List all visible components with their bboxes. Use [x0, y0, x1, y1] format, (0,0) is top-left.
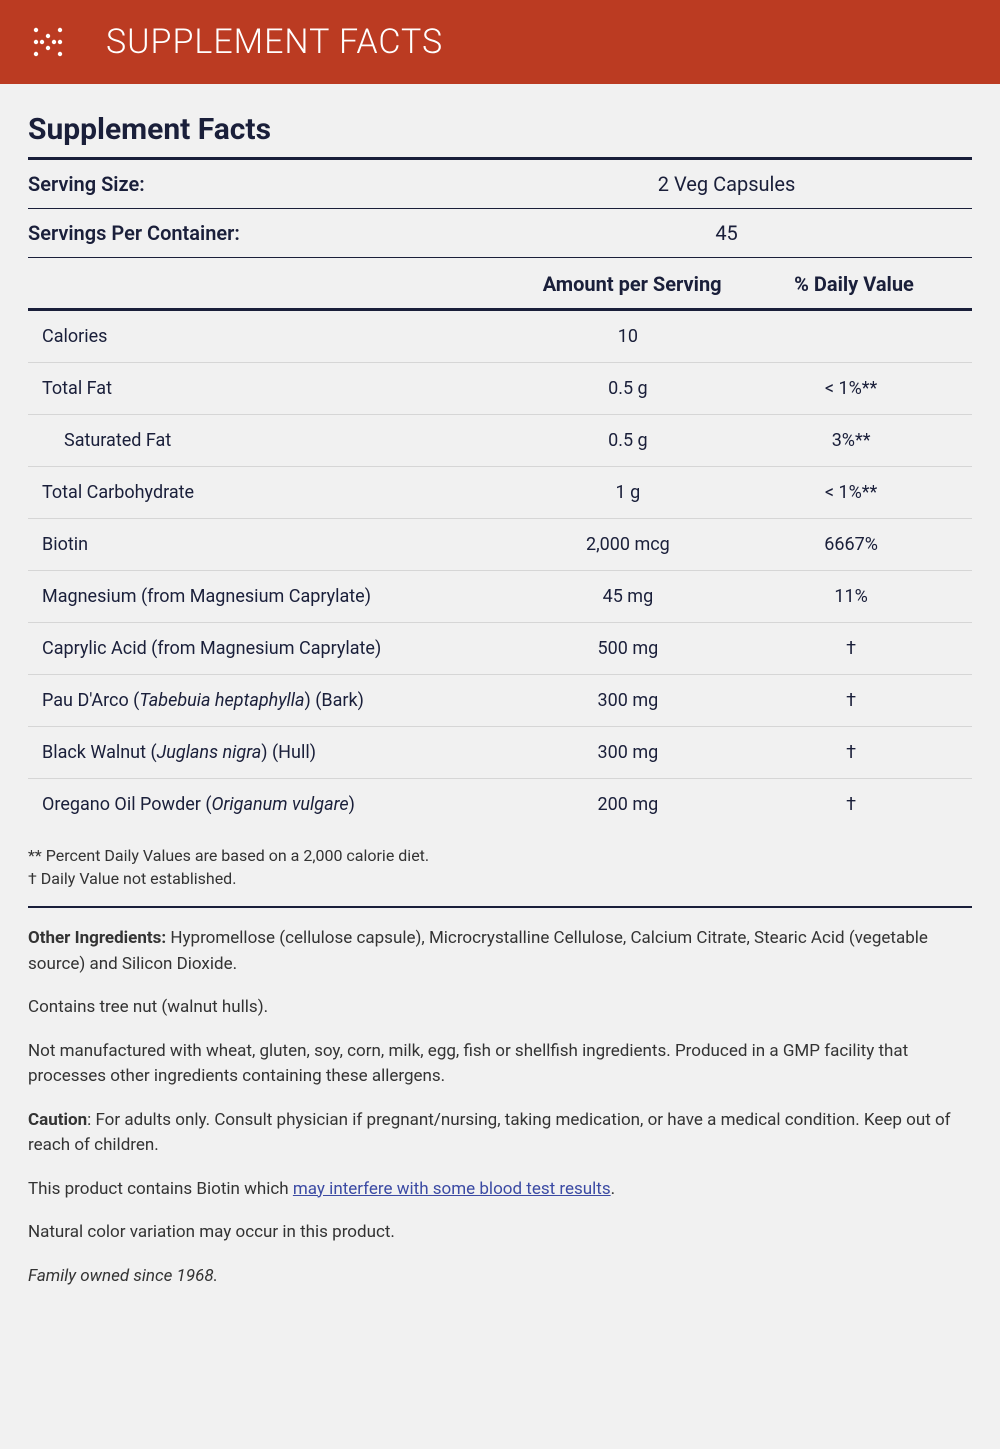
biotin-note: This product contains Biotin which may i… [28, 1177, 972, 1203]
nutrient-amount: 500 mg [526, 638, 731, 659]
nutrient-dv: † [730, 794, 972, 815]
serving-size-label: Serving Size: [28, 172, 481, 196]
nutrient-dv: † [730, 742, 972, 763]
caution-label: Caution [28, 1110, 87, 1130]
nutrient-name: Caprylic Acid (from Magnesium Caprylate) [42, 638, 526, 659]
nutrient-amount: 1 g [526, 482, 731, 503]
biotin-pre: This product contains Biotin which [28, 1179, 293, 1199]
content: Supplement Facts Serving Size: 2 Veg Cap… [0, 84, 1000, 1347]
color-variation-text: Natural color variation may occur in thi… [28, 1220, 972, 1246]
nutrient-list: Calories10Total Fat0.5 g< 1%**Saturated … [28, 311, 972, 830]
nutrient-row: Oregano Oil Powder (Origanum vulgare)200… [28, 779, 972, 830]
nutrient-amount: 300 mg [526, 690, 731, 711]
footnote: ** Percent Daily Values are based on a 2… [28, 846, 972, 865]
nutrient-name: Total Carbohydrate [42, 482, 526, 503]
nutrient-amount: 300 mg [526, 742, 731, 763]
nutrient-amount: 45 mg [526, 586, 731, 607]
serving-size-value: 2 Veg Capsules [481, 172, 972, 196]
nutrient-name: Total Fat [42, 378, 526, 399]
nutrient-amount: 10 [526, 326, 731, 347]
nutrient-amount: 200 mg [526, 794, 731, 815]
nutrient-dv: < 1%** [730, 378, 972, 399]
nutrient-amount: 0.5 g [526, 378, 731, 399]
nutrient-dv: † [730, 638, 972, 659]
nutrient-row: Pau D'Arco (Tabebuia heptaphylla) (Bark)… [28, 675, 972, 727]
biotin-link[interactable]: may interfere with some blood test resul… [293, 1179, 611, 1199]
nutrient-name: Oregano Oil Powder (Origanum vulgare) [42, 794, 526, 815]
nutrient-row: Caprylic Acid (from Magnesium Caprylate)… [28, 623, 972, 675]
nutrient-amount: 2,000 mcg [526, 534, 731, 555]
nutrient-amount: 0.5 g [526, 430, 731, 451]
footnotes: ** Percent Daily Values are based on a 2… [28, 830, 972, 906]
caution-text: Caution: For adults only. Consult physic… [28, 1108, 972, 1159]
servings-per-container-row: Servings Per Container: 45 [28, 209, 972, 257]
nutrient-dv: 11% [730, 586, 972, 607]
nutrient-name: Calories [42, 326, 526, 347]
nutrient-dv: 3%** [730, 430, 972, 451]
other-ingredients-label: Other Ingredients: [28, 928, 166, 948]
nutrient-name: Black Walnut (Juglans nigra) (Hull) [42, 742, 526, 763]
nutrient-row: Calories10 [28, 311, 972, 363]
nutrient-dv: † [730, 690, 972, 711]
header-bar: SUPPLEMENT FACTS [0, 0, 1000, 84]
dv-header: % Daily Value [736, 272, 972, 296]
nutrient-row: Total Fat0.5 g< 1%** [28, 363, 972, 415]
not-manufactured-text: Not manufactured with wheat, gluten, soy… [28, 1039, 972, 1090]
nutrient-name: Biotin [42, 534, 526, 555]
nutrient-dv: 6667% [730, 534, 972, 555]
contains-text: Contains tree nut (walnut hulls). [28, 995, 972, 1021]
nutrient-dv: < 1%** [730, 482, 972, 503]
other-section: Other Ingredients: Hypromellose (cellulo… [28, 926, 972, 1289]
nutrient-row: Total Carbohydrate1 g< 1%** [28, 467, 972, 519]
biotin-post: . [611, 1179, 615, 1199]
facts-title: Supplement Facts [28, 112, 972, 147]
servings-per-container-label: Servings Per Container: [28, 221, 481, 245]
serving-size-row: Serving Size: 2 Veg Capsules [28, 160, 972, 208]
nutrient-row: Biotin2,000 mcg6667% [28, 519, 972, 571]
nutrient-name: Saturated Fat [42, 430, 526, 451]
nutrient-name: Magnesium (from Magnesium Caprylate) [42, 586, 526, 607]
divider [28, 906, 972, 908]
nutrient-row: Magnesium (from Magnesium Caprylate)45 m… [28, 571, 972, 623]
other-ingredients: Other Ingredients: Hypromellose (cellulo… [28, 926, 972, 977]
family-owned-text: Family owned since 1968. [28, 1264, 972, 1290]
nutrient-row: Black Walnut (Juglans nigra) (Hull)300 m… [28, 727, 972, 779]
header-title: SUPPLEMENT FACTS [106, 22, 443, 62]
footnote: † Daily Value not established. [28, 869, 972, 888]
nutrient-row: Saturated Fat0.5 g3%** [28, 415, 972, 467]
column-headers: Amount per Serving % Daily Value [28, 258, 972, 308]
dots-icon [30, 24, 66, 60]
amount-header: Amount per Serving [528, 272, 736, 296]
servings-per-container-value: 45 [481, 221, 972, 245]
nutrient-name: Pau D'Arco (Tabebuia heptaphylla) (Bark) [42, 690, 526, 711]
caution-body: : For adults only. Consult physician if … [28, 1110, 951, 1156]
